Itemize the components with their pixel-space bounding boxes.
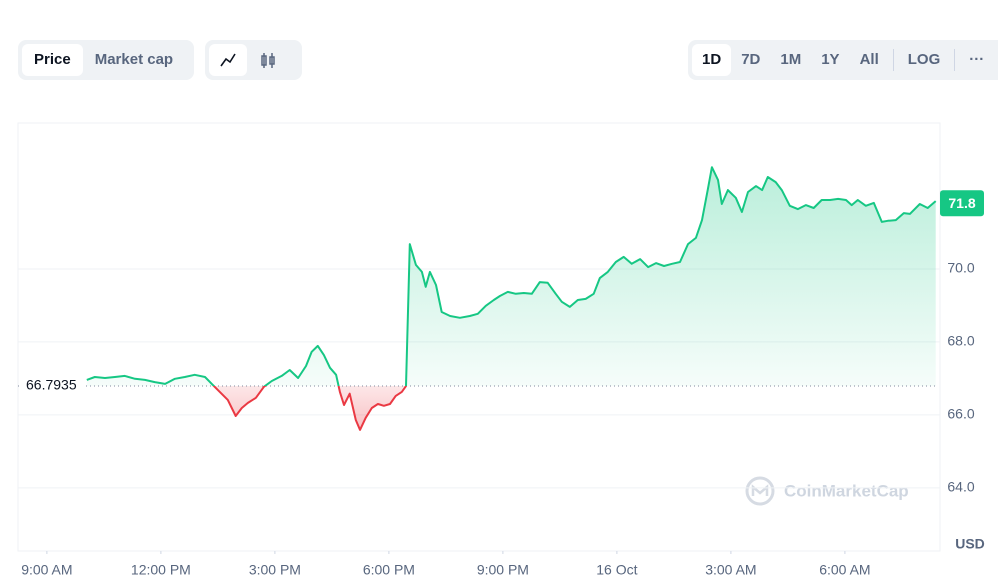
watermark-text: CoinMarketCap xyxy=(784,481,909,500)
x-tick-label: 6:00 AM xyxy=(819,562,870,578)
x-tick-label: 16 Oct xyxy=(596,562,637,578)
area xyxy=(86,167,936,430)
y-tick-label: 66.0 xyxy=(947,406,974,422)
range-button[interactable]: All xyxy=(859,51,879,68)
y-tick-label: 70.0 xyxy=(947,260,974,276)
metric-toggle: Price Market cap xyxy=(18,40,194,80)
x-tick-label: 6:00 PM xyxy=(363,562,415,578)
more-button[interactable]: ··· xyxy=(969,51,985,68)
price-button[interactable]: Price xyxy=(22,44,83,76)
price-badge-label: 71.8 xyxy=(948,195,975,211)
y-tick-label: 68.0 xyxy=(947,333,974,349)
range-button[interactable]: 1D xyxy=(692,44,732,76)
y-tick-label: 64.0 xyxy=(947,479,974,495)
watermark: CoinMarketCap xyxy=(745,476,909,506)
separator xyxy=(954,49,956,71)
market-cap-button[interactable]: Market cap xyxy=(94,51,174,68)
baseline-label-bg xyxy=(20,376,84,395)
x-tick-label: 9:00 AM xyxy=(21,562,72,578)
price-badge xyxy=(940,190,984,217)
range-toggle: 1D 7D 1M 1Y All LOG ··· xyxy=(688,40,998,80)
baseline-label: 66.7935 xyxy=(26,377,77,393)
range-button[interactable]: 1M xyxy=(780,51,802,68)
line-chart-button[interactable] xyxy=(209,44,247,76)
candle-icon xyxy=(261,53,275,68)
x-tick-label: 3:00 AM xyxy=(705,562,756,578)
line-icon xyxy=(220,53,236,67)
range-button[interactable]: 1Y xyxy=(821,51,840,68)
chart-type-toggle xyxy=(205,40,302,80)
range-button[interactable]: 7D xyxy=(741,51,761,68)
plot-frame xyxy=(17,122,941,552)
log-button[interactable]: LOG xyxy=(907,51,941,68)
separator xyxy=(892,49,894,71)
currency-label: USD xyxy=(955,536,985,552)
x-tick-label: 12:00 PM xyxy=(131,562,191,578)
x-tick-label: 9:00 PM xyxy=(477,562,529,578)
candle-chart-button[interactable] xyxy=(247,44,289,76)
x-tick-label: 3:00 PM xyxy=(249,562,301,578)
price-line xyxy=(86,166,937,431)
